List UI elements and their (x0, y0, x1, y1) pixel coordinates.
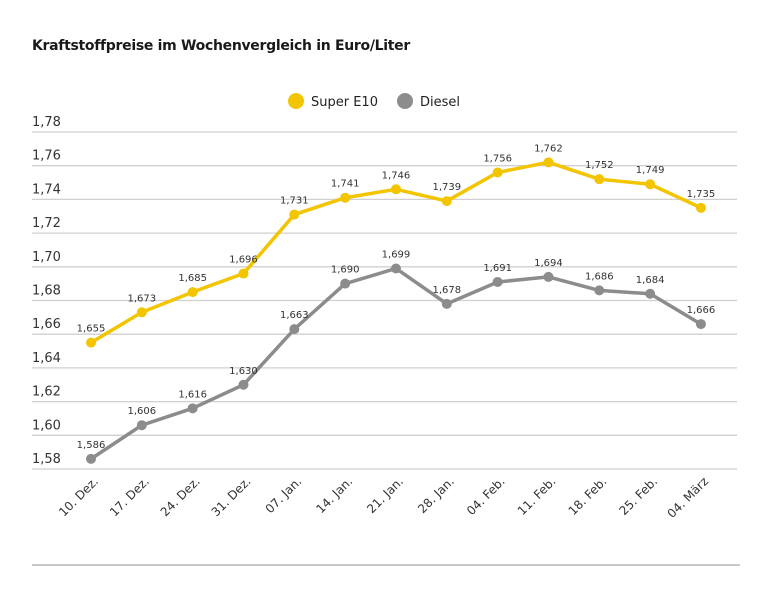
x-tick-label: 25. Feb. (616, 474, 660, 518)
data-point (289, 324, 300, 335)
x-tick-label: 14. Jan. (313, 474, 355, 516)
data-label: 1,749 (636, 165, 665, 176)
legend-marker-icon (397, 93, 413, 109)
data-point (492, 167, 503, 178)
data-point (492, 276, 503, 287)
data-point (289, 209, 300, 220)
data-point (187, 403, 198, 414)
x-tick-label: 21. Jan. (364, 474, 406, 516)
legend-label: Diesel (420, 95, 460, 110)
legend-label: Super E10 (311, 95, 378, 110)
y-tick-label: 1,74 (32, 182, 61, 197)
data-point (695, 319, 706, 330)
y-tick-label: 1,62 (32, 385, 61, 400)
data-point (695, 202, 706, 213)
data-point (543, 271, 554, 282)
data-point (441, 298, 452, 309)
data-label: 1,685 (178, 273, 207, 284)
x-tick-label: 24. Dez. (158, 474, 203, 519)
x-tick-label: 17. Dez. (107, 474, 152, 519)
data-point (86, 453, 96, 464)
data-label: 1,678 (432, 285, 461, 296)
data-point (645, 288, 656, 299)
data-point (238, 268, 249, 279)
data-point (187, 287, 198, 298)
y-tick-label: 1,60 (32, 418, 61, 433)
data-point (340, 192, 351, 203)
chart-title: Kraftstoffpreise im Wochenvergleich in E… (32, 38, 410, 54)
data-label: 1,739 (432, 182, 461, 193)
y-tick-label: 1,58 (32, 452, 61, 467)
y-tick-label: 1,76 (32, 149, 61, 164)
data-label: 1,762 (534, 143, 563, 154)
data-label: 1,586 (77, 440, 106, 451)
data-point (441, 196, 452, 207)
data-point (340, 278, 351, 289)
x-tick-label: 18. Feb. (566, 474, 610, 518)
data-label: 1,746 (382, 170, 411, 181)
legend-marker-icon (288, 93, 304, 109)
x-tick-label: 11. Feb. (515, 474, 559, 518)
data-point (86, 337, 96, 348)
y-tick-label: 1,68 (32, 284, 61, 299)
data-label: 1,684 (636, 275, 665, 286)
data-label: 1,756 (483, 153, 512, 164)
data-label: 1,690 (331, 265, 360, 276)
data-label: 1,630 (229, 366, 258, 377)
data-label: 1,686 (585, 271, 614, 282)
y-tick-label: 1,64 (32, 351, 61, 366)
data-label: 1,691 (483, 263, 512, 274)
data-point (238, 379, 249, 390)
data-label: 1,663 (280, 310, 309, 321)
y-tick-label: 1,78 (32, 115, 61, 130)
x-tick-label: 31. Dez. (209, 474, 254, 519)
y-tick-label: 1,70 (32, 250, 61, 265)
x-tick-label: 07. Jan. (263, 474, 305, 516)
data-point (645, 179, 656, 190)
data-label: 1,741 (331, 179, 360, 190)
data-label: 1,731 (280, 196, 309, 207)
data-label: 1,699 (382, 249, 411, 260)
y-tick-label: 1,72 (32, 216, 61, 231)
data-label: 1,673 (128, 293, 157, 304)
x-tick-label: 04. März (665, 474, 712, 521)
x-tick-label: 10. Dez. (56, 474, 101, 519)
data-point (136, 420, 147, 431)
data-point (136, 307, 147, 318)
y-tick-label: 1,66 (32, 317, 61, 332)
data-label: 1,655 (77, 324, 106, 335)
data-point (543, 157, 554, 168)
data-label: 1,735 (687, 189, 716, 200)
x-tick-label: 04. Feb. (464, 474, 508, 518)
data-label: 1,666 (687, 305, 716, 316)
data-point (390, 263, 401, 274)
data-point (594, 174, 605, 185)
data-label: 1,616 (178, 389, 207, 400)
x-tick-label: 28. Jan. (415, 474, 457, 516)
data-label: 1,694 (534, 258, 563, 269)
data-point (594, 285, 605, 296)
data-label: 1,696 (229, 255, 258, 266)
data-point (390, 184, 401, 195)
data-label: 1,752 (585, 160, 614, 171)
data-label: 1,606 (128, 406, 157, 417)
